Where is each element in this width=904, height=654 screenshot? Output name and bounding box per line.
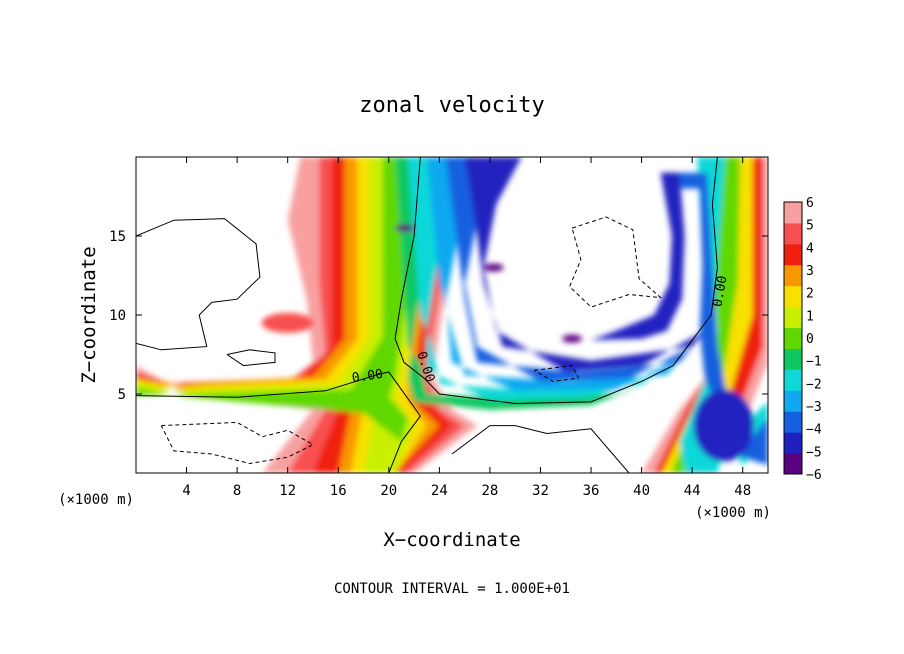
x-tick-label: 36 (583, 483, 600, 499)
blob-plume-core (693, 389, 754, 462)
contour-dashed-lower (160, 421, 315, 465)
contour-dashed-upper (569, 216, 663, 308)
colorbar-swatch (784, 285, 802, 308)
x-tick-label: 8 (233, 483, 241, 499)
contour-upper-left (136, 218, 261, 351)
x-tick-label: 4 (182, 483, 190, 499)
colorbar-label: −1 (806, 355, 822, 370)
colorbar-frame (783, 201, 803, 475)
contour-dashed-mid (533, 365, 580, 382)
colorbar-label: 1 (806, 309, 814, 324)
y-unit-label: (×1000 m) (58, 492, 134, 508)
contour-label-right: 0.00 (710, 275, 730, 308)
x-tick-label: 44 (684, 483, 701, 499)
colorbar-label: 4 (806, 241, 814, 256)
colorbar-swatch (784, 348, 802, 370)
colorbar-swatch (784, 411, 802, 433)
x-tick-label: 16 (330, 483, 347, 499)
colorbar-swatch (784, 432, 802, 454)
x-tick-label: 24 (431, 483, 448, 499)
blob-positive (261, 312, 314, 333)
colorbar-label: 2 (806, 287, 814, 302)
blob-0 (483, 263, 504, 272)
x-tick-label: 28 (481, 483, 498, 499)
colorbar-label: 6 (806, 196, 814, 211)
colorbar-swatch (784, 222, 802, 245)
colorbar-swatch (784, 243, 802, 266)
y-tick-label: 10 (109, 308, 126, 324)
colorbar-label: −4 (806, 423, 822, 438)
colorbar-swatch (784, 453, 802, 475)
axis-ticks (136, 157, 768, 473)
colorbar: 6 5 4 3 2 1 0 −1 −2 −3 −4 −5 −6 (783, 196, 822, 483)
contour-zero-jet (136, 371, 422, 473)
x-tick-label: 32 (532, 483, 549, 499)
blob-2 (395, 224, 416, 233)
x-tick-label: 12 (279, 483, 296, 499)
x-unit-label: (×1000 m) (695, 505, 771, 521)
colorbar-swatch (784, 264, 802, 287)
colorbar-swatch (784, 306, 802, 329)
contour-interval-note: CONTOUR INTERVAL = 1.000E+01 (334, 581, 570, 597)
colorbar-swatch (784, 390, 802, 412)
colorbar-label: −2 (806, 377, 822, 392)
contour-lower-right (451, 425, 630, 473)
y-tick-label: 5 (118, 387, 126, 403)
plume-band-6 (591, 172, 685, 341)
y-axis-label: Z−coordinate (78, 246, 100, 383)
plot-area (136, 157, 768, 473)
colorbar-swatch (784, 202, 802, 224)
field-band-11 (464, 157, 705, 372)
x-axis-label: X−coordinate (383, 529, 520, 551)
x-tick-label: 48 (734, 483, 751, 499)
colorbar-label: 0 (806, 332, 814, 347)
colorbar-swatch (784, 327, 802, 349)
chart-title: zonal velocity (359, 93, 544, 118)
colorbar-label: 5 (806, 219, 814, 234)
plume-band-5 (660, 172, 768, 466)
x-tick-label: 20 (380, 483, 397, 499)
contour-label-left: 0.00 (351, 367, 384, 386)
colorbar-label: −5 (806, 445, 822, 460)
y-tick-label: 15 (109, 229, 126, 245)
contour-lines (136, 157, 718, 473)
colorbar-label: −3 (806, 400, 822, 415)
contour-small-loop (226, 349, 276, 367)
colorbar-swatch (784, 369, 802, 391)
blob-1 (562, 334, 583, 343)
x-tick-label: 40 (633, 483, 650, 499)
colorbar-label: 3 (806, 264, 814, 279)
contour-zero-main (394, 157, 718, 405)
velocity-field (136, 157, 768, 473)
plume-band-3 (670, 157, 741, 473)
colorbar-label: −6 (806, 468, 822, 483)
